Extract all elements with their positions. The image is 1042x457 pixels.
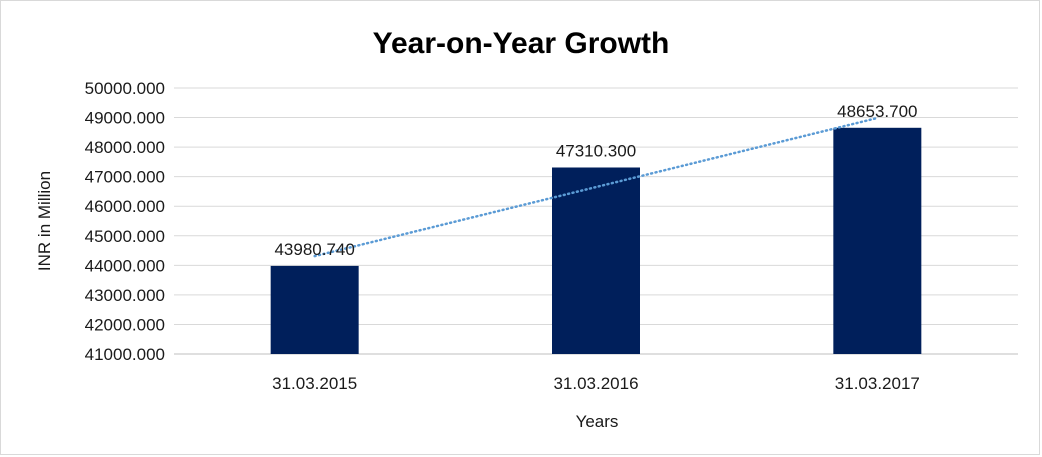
chart-title: Year-on-Year Growth	[373, 27, 670, 60]
trendline	[313, 116, 879, 258]
data-label: 48653.700	[837, 102, 917, 121]
bar	[270, 265, 359, 354]
x-axis-ticks: 31.03.2015 31.03.2016 31.03.2017	[272, 374, 920, 393]
x-axis-title: Years	[576, 412, 619, 431]
x-tick-label: 31.03.2015	[272, 374, 357, 393]
y-tick-label: 45000.000	[85, 227, 165, 246]
x-tick-label: 31.03.2017	[835, 374, 920, 393]
y-tick-label: 47000.000	[85, 168, 165, 187]
y-tick-label: 46000.000	[85, 197, 165, 216]
trendline-group	[313, 116, 879, 258]
data-labels: 43980.740 47310.300 48653.700	[274, 102, 917, 259]
y-tick-label: 48000.000	[85, 138, 165, 157]
bar	[833, 127, 922, 354]
y-tick-label: 50000.000	[85, 79, 165, 98]
y-tick-label: 44000.000	[85, 256, 165, 275]
y-axis-title: INR in Million	[35, 171, 54, 271]
x-tick-label: 31.03.2016	[553, 374, 638, 393]
y-axis-ticks: 41000.000 42000.000 43000.000 44000.000 4500…	[85, 79, 165, 364]
y-tick-label: 49000.000	[85, 109, 165, 128]
y-tick-label: 41000.000	[85, 345, 165, 364]
data-label: 47310.300	[556, 141, 636, 160]
y-tick-label: 42000.000	[85, 315, 165, 334]
bars	[270, 127, 922, 354]
y-tick-label: 43000.000	[85, 286, 165, 305]
bar	[552, 167, 640, 354]
data-label: 43980.740	[274, 240, 354, 259]
